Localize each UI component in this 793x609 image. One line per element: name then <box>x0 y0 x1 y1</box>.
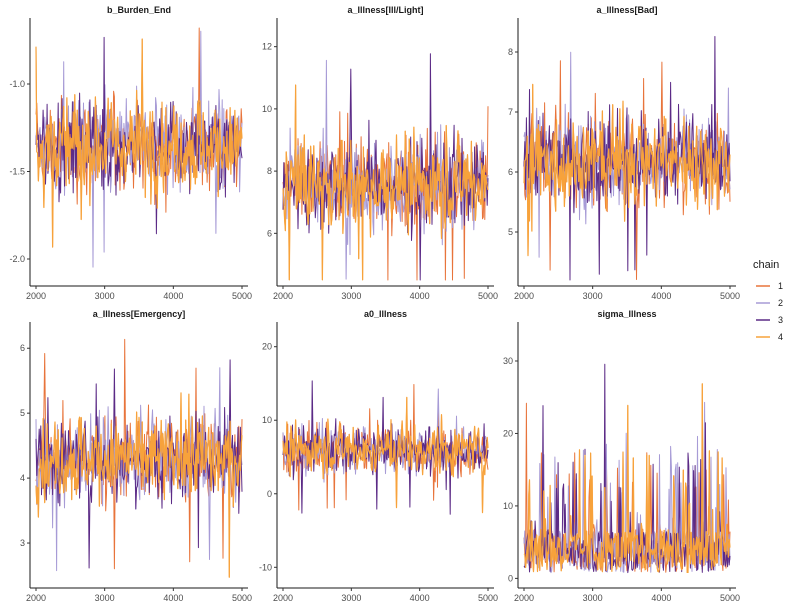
y-tick-label: 0 <box>267 489 272 499</box>
legend: chain 1 2 3 4 <box>753 259 783 342</box>
legend-title: chain <box>753 259 779 271</box>
x-tick-label: 5000 <box>232 291 252 301</box>
panel-5: a0_Illness -10 0 10 20 2000 3000 4000 5000 <box>259 309 498 603</box>
panel-2: a_Illness[Ill/Light] 6 8 10 12 2000 3000 4000 50… <box>262 5 498 301</box>
x-tick-label: 2000 <box>514 291 534 301</box>
panel-title: a_Illness[Ill/Light] <box>347 5 423 15</box>
panel-6: sigma_Illness 0 10 20 30 2000 3000 4000 5000 <box>503 309 740 603</box>
panel-title: a0_Illness <box>364 309 407 319</box>
y-tick-label: 10 <box>503 501 513 511</box>
y-tick-label: 4 <box>20 473 25 483</box>
x-tick-label: 2000 <box>26 593 46 603</box>
y-tick-label: 8 <box>267 166 272 176</box>
y-tick-label: 5 <box>20 408 25 418</box>
trace-chain-4-overlay <box>35 392 243 578</box>
x-tick-label: 3000 <box>95 593 115 603</box>
y-tick-label: 5 <box>508 227 513 237</box>
trace-chain-4-overlay <box>523 84 731 256</box>
x-tick-label: 2000 <box>273 291 293 301</box>
y-tick-label: 10 <box>262 415 272 425</box>
y-tick-label: 30 <box>503 356 513 366</box>
y-tick-label: 6 <box>20 343 25 353</box>
x-tick-label: 5000 <box>720 593 740 603</box>
x-tick-label: 2000 <box>514 593 534 603</box>
x-tick-label: 5000 <box>478 291 498 301</box>
y-tick-label: 7 <box>508 107 513 117</box>
x-tick-label: 5000 <box>232 593 252 603</box>
y-tick-label: 20 <box>503 428 513 438</box>
panel-4: a_Illness[Emergency] 3 4 5 6 2000 3000 4000 5000 <box>20 309 252 603</box>
x-tick-label: 4000 <box>410 291 430 301</box>
legend-label-2: 2 <box>778 298 783 308</box>
x-tick-label: 3000 <box>95 291 115 301</box>
x-tick-label: 4000 <box>651 291 671 301</box>
x-tick-label: 3000 <box>341 291 361 301</box>
y-tick-label: -10 <box>259 562 272 572</box>
panel-3: a_Illness[Bad] 5 6 7 8 2000 3000 4000 5000 <box>508 5 740 301</box>
x-tick-label: 5000 <box>478 593 498 603</box>
x-tick-label: 2000 <box>26 291 46 301</box>
panel-title: a_Illness[Bad] <box>596 5 657 15</box>
panel-title: a_Illness[Emergency] <box>93 309 186 319</box>
trace-chain-4-overlay <box>523 383 731 574</box>
panel-1: b_Burden_End -2.0 -1.5 -1.0 2000 3000 4000 5000 <box>9 5 252 301</box>
legend-label-4: 4 <box>778 332 783 342</box>
y-tick-label: 8 <box>508 47 513 57</box>
y-tick-label: 10 <box>262 104 272 114</box>
y-tick-label: 12 <box>262 42 272 52</box>
x-tick-label: 4000 <box>163 291 183 301</box>
y-tick-label: -1.0 <box>9 79 25 89</box>
trace-chain-4-overlay <box>35 38 243 248</box>
panel-title: b_Burden_End <box>107 5 171 15</box>
trace-chain-4-overlay <box>282 397 489 513</box>
y-tick-label: -2.0 <box>9 254 25 264</box>
trace-chain-4-overlay <box>282 84 489 281</box>
x-tick-label: 3000 <box>583 593 603 603</box>
y-tick-label: 20 <box>262 342 272 352</box>
y-tick-label: 0 <box>508 573 513 583</box>
legend-label-3: 3 <box>778 315 783 325</box>
x-tick-label: 5000 <box>720 291 740 301</box>
y-tick-label: -1.5 <box>9 167 25 177</box>
x-tick-label: 4000 <box>410 593 430 603</box>
x-tick-label: 3000 <box>583 291 603 301</box>
x-tick-label: 4000 <box>651 593 671 603</box>
panel-title: sigma_Illness <box>597 309 656 319</box>
x-tick-label: 4000 <box>163 593 183 603</box>
x-tick-label: 3000 <box>341 593 361 603</box>
y-tick-label: 6 <box>267 228 272 238</box>
y-tick-label: 6 <box>508 167 513 177</box>
x-tick-label: 2000 <box>273 593 293 603</box>
y-tick-label: 3 <box>20 538 25 548</box>
legend-label-1: 1 <box>778 281 783 291</box>
